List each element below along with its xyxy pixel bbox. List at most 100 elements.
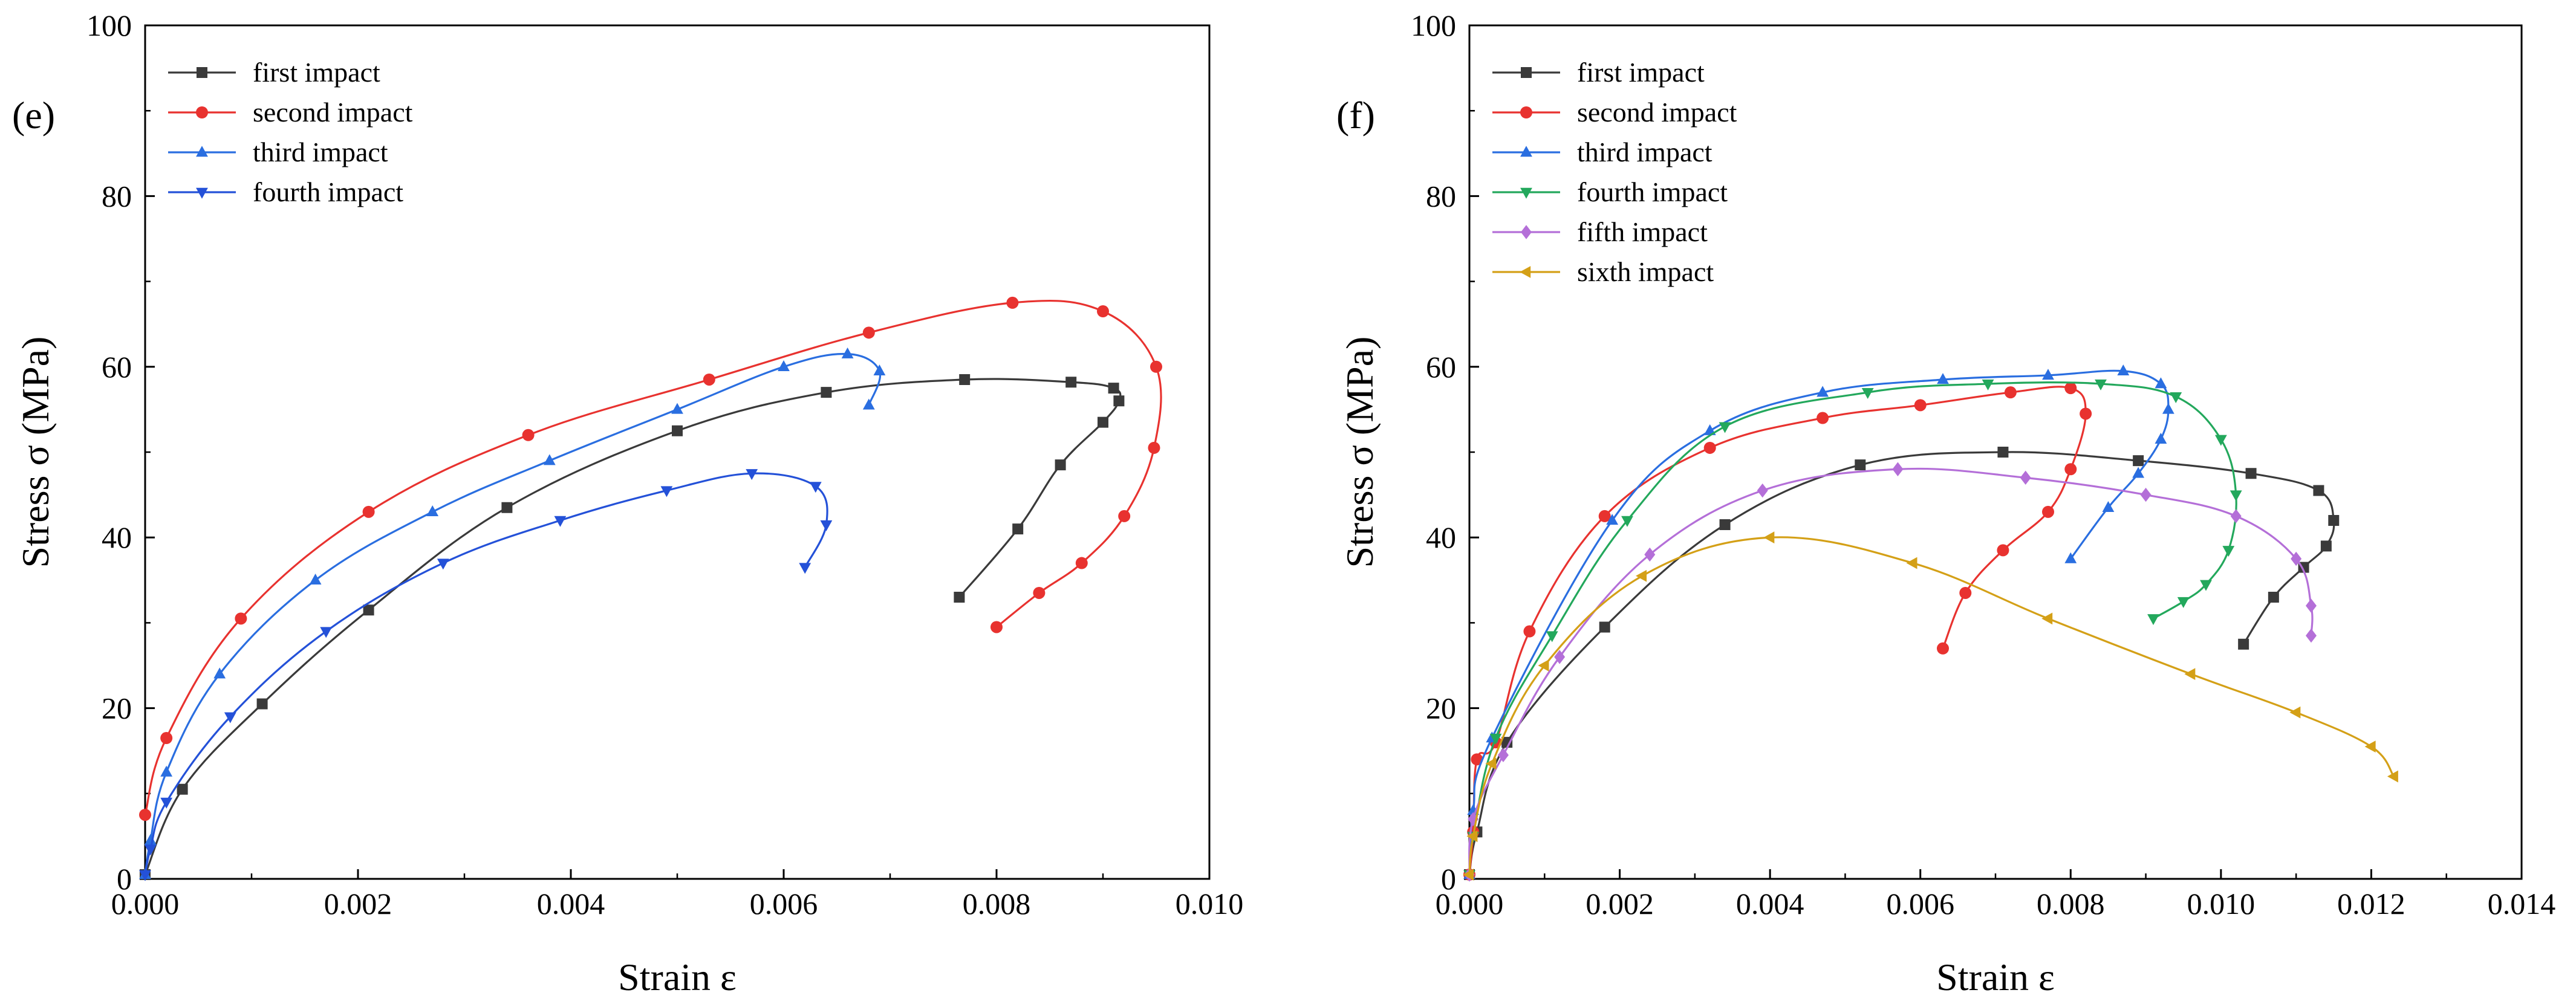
data-point xyxy=(426,505,439,517)
data-point xyxy=(144,834,157,845)
data-point xyxy=(160,732,173,745)
data-point xyxy=(1598,510,1611,522)
data-point xyxy=(2170,392,2182,404)
data-point xyxy=(2162,403,2174,414)
data-point xyxy=(862,398,875,410)
data-point xyxy=(2147,614,2159,626)
data-point xyxy=(1817,412,1829,424)
data-point xyxy=(1546,631,1558,643)
data-point xyxy=(177,783,188,795)
data-point xyxy=(1118,510,1131,522)
legend-label: fourth impact xyxy=(253,176,403,207)
data-point xyxy=(672,425,683,436)
legend-marker xyxy=(1520,266,1531,278)
y-tick-label: 60 xyxy=(102,350,132,384)
data-point xyxy=(959,374,971,385)
data-point xyxy=(1937,642,1949,655)
data-point xyxy=(2041,612,2053,625)
data-point xyxy=(2306,598,2317,613)
series-fifth-impact xyxy=(1464,462,2317,882)
legend-label: second impact xyxy=(253,97,413,128)
data-point xyxy=(1621,516,1633,527)
data-point xyxy=(2268,592,2279,603)
x-tick-label: 0.000 xyxy=(1436,887,1504,921)
data-point xyxy=(1763,531,1775,544)
data-point xyxy=(2004,386,2017,399)
data-point xyxy=(660,486,673,497)
series-line xyxy=(144,378,1122,875)
data-point xyxy=(1463,869,1474,881)
data-point xyxy=(1006,296,1019,309)
data-point xyxy=(1523,625,1536,638)
data-point xyxy=(1606,514,1619,525)
y-axis-label: Stress σ (MPa) xyxy=(14,337,57,568)
data-point xyxy=(1033,586,1046,599)
legend-marker xyxy=(196,146,208,157)
legend-label: third impact xyxy=(1577,137,1712,167)
legend-label: second impact xyxy=(1577,97,1737,128)
y-tick-label: 20 xyxy=(1426,691,1456,725)
legend-marker xyxy=(1520,187,1532,199)
data-point xyxy=(2132,467,2145,478)
data-point xyxy=(235,612,247,625)
series-line xyxy=(1468,536,2395,875)
series-line xyxy=(1468,467,2314,875)
data-point xyxy=(2080,407,2092,420)
data-point xyxy=(1703,441,1716,454)
y-tick-label: 100 xyxy=(1411,8,1456,42)
data-point xyxy=(1148,441,1160,454)
y-tick-label: 60 xyxy=(1426,350,1456,384)
data-point xyxy=(501,502,513,513)
y-tick-label: 40 xyxy=(102,520,132,554)
data-point xyxy=(1113,395,1125,407)
data-point xyxy=(778,360,790,371)
legend-label: fifth impact xyxy=(1577,216,1708,247)
x-tick-label: 0.010 xyxy=(2187,887,2256,921)
data-point xyxy=(1055,459,1066,471)
data-point xyxy=(841,347,854,358)
x-tick-label: 0.006 xyxy=(750,887,818,921)
panel-label: (f) xyxy=(1336,94,1375,137)
data-point xyxy=(1097,305,1109,318)
data-point xyxy=(1636,569,1647,582)
y-tick-label: 80 xyxy=(102,179,132,213)
series-first-impact xyxy=(140,374,1125,880)
series-line xyxy=(1468,381,2237,875)
series-third-impact xyxy=(139,347,886,879)
data-point xyxy=(554,516,567,527)
data-point xyxy=(1554,650,1566,664)
data-point xyxy=(139,809,151,821)
data-point xyxy=(256,698,268,710)
data-point xyxy=(2230,490,2242,502)
data-point xyxy=(160,765,173,777)
series-line xyxy=(1468,369,2170,875)
data-point xyxy=(2289,706,2301,719)
data-point xyxy=(2306,628,2317,643)
data-point xyxy=(1982,379,1994,390)
data-point xyxy=(2042,369,2054,380)
y-tick-label: 80 xyxy=(1426,179,1456,213)
data-point xyxy=(1098,416,1108,428)
data-point xyxy=(821,387,832,398)
data-point xyxy=(1485,757,1497,770)
data-point xyxy=(2117,364,2130,376)
data-point xyxy=(2095,379,2107,390)
x-tick-label: 0.008 xyxy=(963,887,1031,921)
data-point xyxy=(1538,659,1549,672)
data-point xyxy=(2140,487,2152,502)
y-tick-label: 0 xyxy=(117,862,132,896)
x-tick-label: 0.006 xyxy=(1886,887,1954,921)
data-point xyxy=(320,627,333,638)
data-point xyxy=(1817,386,1829,397)
data-point xyxy=(2020,470,2031,485)
series-line xyxy=(144,472,828,875)
data-point xyxy=(671,403,683,414)
data-point xyxy=(1861,387,1874,399)
data-point xyxy=(1599,621,1610,633)
data-point xyxy=(820,520,833,531)
legend-label: first impact xyxy=(253,57,380,88)
legend-marker xyxy=(197,67,207,78)
legend-marker xyxy=(1521,67,1532,78)
legend: first impact second impact third impact fou… xyxy=(168,57,413,207)
data-point xyxy=(2177,597,2190,608)
